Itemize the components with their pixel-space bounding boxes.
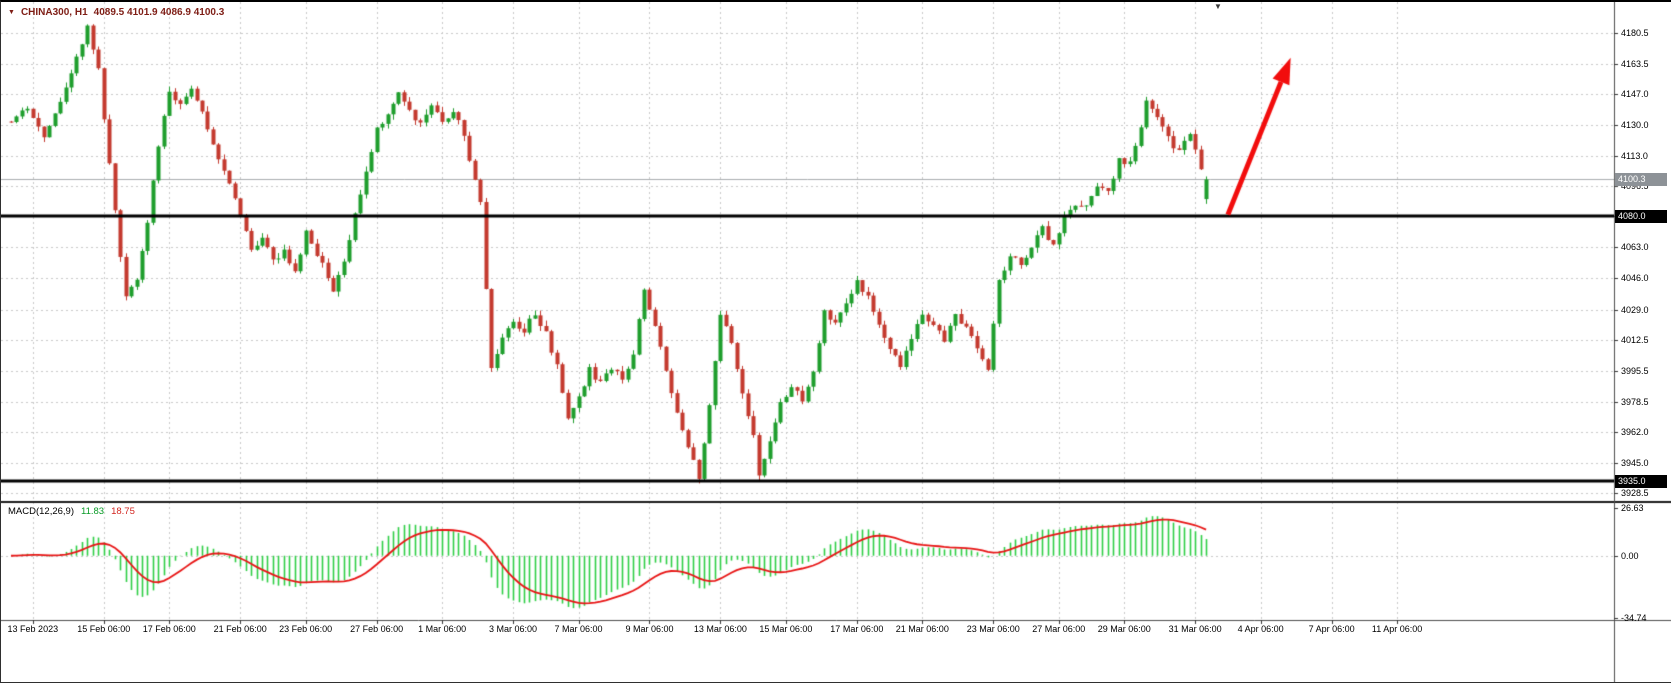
time-tick-label: 31 Mar 06:00: [1168, 624, 1222, 634]
time-tick-label: 4 Apr 06:00: [1237, 624, 1284, 634]
symbol-info: ▼ CHINA300, H1 4089.5 4101.9 4086.9 4100…: [8, 7, 224, 18]
macd-tick-label: -34.74: [1621, 613, 1647, 623]
time-axis[interactable]: 13 Feb 2023 15 Feb 06:00 17 Feb 06:00 21 Fe…: [1, 620, 1671, 644]
price-tick-label: 4012.5: [1621, 334, 1649, 345]
macd-indicator-label: MACD(12,26,9) 11.83 18.75: [8, 506, 135, 517]
time-tick-label: 13 Mar 06:00: [693, 624, 747, 634]
time-tick-label: 17 Mar 06:00: [830, 624, 884, 634]
symbol-dropdown-icon[interactable]: ▼: [8, 8, 15, 16]
macd-tick-label: 26.63: [1621, 503, 1644, 513]
macd-name: MACD(12,26,9): [8, 506, 74, 517]
price-tick-label: 4163.5: [1621, 59, 1649, 70]
price-tick-label: 4029.0: [1621, 304, 1649, 315]
time-tick-label: 3 Mar 06:00: [489, 624, 538, 634]
time-tick-label: 27 Mar 06:00: [1032, 624, 1086, 634]
time-tick-label: 7 Mar 06:00: [554, 624, 603, 634]
time-tick-label: 21 Mar 06:00: [895, 624, 949, 634]
level-price-label: 3935.0: [1615, 475, 1667, 489]
time-tick-label: 11 Apr 06:00: [1371, 624, 1423, 634]
time-tick-label: 13 Feb 2023: [7, 624, 59, 634]
current-price-label: 4100.3: [1615, 173, 1667, 187]
macd-indicator-axis: 26.63 0.00 -34.74: [1614, 2, 1671, 682]
time-tick-label: 23 Mar 06:00: [966, 624, 1020, 634]
price-tick-label: 4046.0: [1621, 273, 1649, 284]
chart-shift-marker[interactable]: ▼: [1214, 2, 1222, 11]
price-tick-label: 3978.5: [1621, 396, 1649, 407]
time-tick-label: 15 Feb 06:00: [77, 624, 131, 634]
time-tick-label: 29 Mar 06:00: [1097, 624, 1151, 634]
price-tick-label: 4130.0: [1621, 120, 1649, 131]
price-tick-label: 4063.0: [1621, 242, 1649, 253]
price-tick-label: 4180.5: [1621, 28, 1649, 39]
price-tick-label: 3995.5: [1621, 365, 1649, 376]
price-tick-label: 3928.5: [1621, 487, 1649, 498]
time-tick-label: 17 Feb 06:00: [142, 624, 196, 634]
macd-signal-value: 18.75: [111, 506, 135, 517]
price-tick-label: 4113.0: [1621, 151, 1648, 162]
macd-value: 11.83: [81, 506, 105, 517]
symbol-ohlc: 4089.5 4101.9 4086.9 4100.3: [93, 7, 225, 18]
time-tick-label: 15 Mar 06:00: [759, 624, 813, 634]
time-tick-label: 27 Feb 06:00: [350, 624, 404, 634]
time-tick-label: 23 Feb 06:00: [279, 624, 333, 634]
time-tick-label: 7 Apr 06:00: [1308, 624, 1355, 634]
symbol-title: CHINA300, H1: [20, 7, 88, 18]
macd-tick-label: 0.00: [1621, 550, 1639, 561]
price-tick-label: 3962.0: [1621, 426, 1649, 437]
level-price-label: 4080.0: [1615, 210, 1667, 224]
time-tick-label: 9 Mar 06:00: [625, 624, 674, 634]
price-tick-label: 4147.0: [1621, 89, 1649, 100]
time-tick-label: 1 Mar 06:00: [418, 624, 467, 634]
time-tick-label: 21 Feb 06:00: [213, 624, 267, 634]
price-axis[interactable]: 4180.54163.54147.04130.04113.04096.54080…: [1614, 2, 1671, 622]
price-tick-label: 3945.0: [1621, 457, 1649, 468]
